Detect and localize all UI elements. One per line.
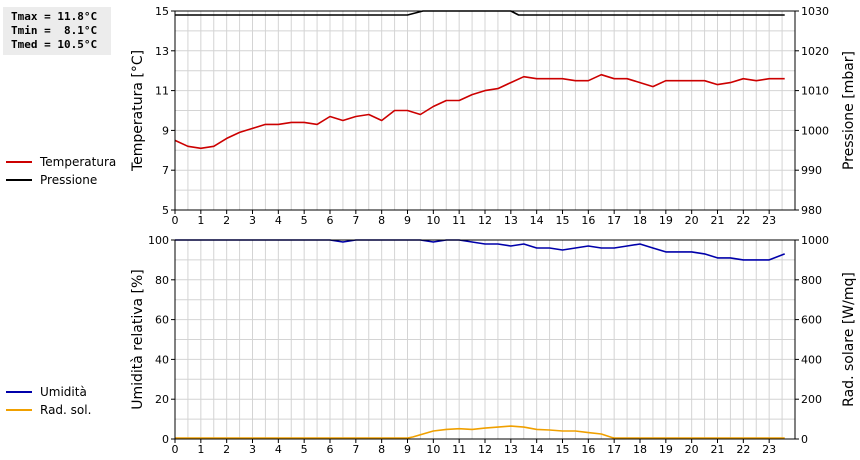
- x-tick-label: 15: [556, 214, 570, 227]
- x-tick-label: 18: [633, 443, 647, 456]
- series-line-0-0: [174, 73, 785, 150]
- legend-label-pressione: Pressione: [40, 173, 98, 187]
- x-tick-label: 7: [352, 443, 359, 456]
- legend-swatch-umidita: [6, 391, 32, 393]
- legend-label-radsol: Rad. sol.: [40, 403, 92, 417]
- series-line-0-1: [175, 10, 785, 16]
- x-tick-label: 21: [711, 214, 725, 227]
- y-tick-label: 100: [148, 234, 169, 247]
- x-tick-label: 1: [197, 214, 204, 227]
- tmax-text: Tmax = 11.8°C: [11, 10, 98, 23]
- legend-bottom: Umidità Rad. sol.: [6, 383, 91, 419]
- y-tick-label: 9: [162, 124, 169, 137]
- y-tick-label: 7: [162, 164, 169, 177]
- series-line-1-0: [175, 239, 785, 261]
- x-tick-label: 16: [581, 214, 595, 227]
- y2-tick-label: 980: [801, 204, 822, 217]
- legend-item-radsol: Rad. sol.: [6, 401, 91, 419]
- x-tick-label: 3: [249, 443, 256, 456]
- x-tick-label: 0: [172, 214, 179, 227]
- y2-tick-label: 990: [801, 164, 822, 177]
- x-tick-label: 22: [736, 214, 750, 227]
- tmin-text: Tmin = 8.1°C: [11, 24, 98, 37]
- x-tick-label: 12: [478, 443, 492, 456]
- x-tick-label: 9: [404, 214, 411, 227]
- y-tick-label: 13: [155, 45, 169, 58]
- x-tick-label: 11: [452, 214, 466, 227]
- x-tick-label: 2: [223, 214, 230, 227]
- y2-tick-label: 1010: [801, 85, 829, 98]
- y2-axis-title: Pressione [mbar]: [841, 51, 857, 170]
- x-tick-label: 16: [581, 443, 595, 456]
- x-tick-label: 18: [633, 214, 647, 227]
- legend-label-temperatura: Temperatura: [40, 155, 117, 169]
- y-tick-label: 60: [155, 314, 169, 327]
- y2-tick-label: 200: [801, 393, 822, 406]
- x-tick-label: 17: [607, 443, 621, 456]
- y2-axis-title: Rad. solare [W/mq]: [841, 272, 857, 407]
- y2-tick-label: 800: [801, 274, 822, 287]
- x-tick-label: 19: [659, 214, 673, 227]
- y-tick-label: 5: [162, 204, 169, 217]
- x-tick-label: 0: [172, 443, 179, 456]
- x-tick-label: 7: [352, 214, 359, 227]
- y-tick-label: 0: [162, 433, 169, 446]
- x-tick-label: 6: [327, 214, 334, 227]
- x-tick-label: 14: [530, 443, 544, 456]
- y-tick-label: 40: [155, 353, 169, 366]
- legend-swatch-radsol: [6, 409, 32, 411]
- y2-tick-label: 0: [801, 433, 808, 446]
- y-tick-label: 20: [155, 393, 169, 406]
- x-tick-label: 19: [659, 443, 673, 456]
- y2-tick-label: 1000: [801, 234, 829, 247]
- x-tick-label: 14: [530, 214, 544, 227]
- x-tick-label: 13: [504, 214, 518, 227]
- x-tick-label: 13: [504, 443, 518, 456]
- x-tick-label: 21: [711, 443, 725, 456]
- y2-tick-label: 1020: [801, 45, 829, 58]
- tmed-text: Tmed = 10.5°C: [11, 38, 98, 51]
- x-tick-label: 10: [426, 443, 440, 456]
- x-tick-label: 12: [478, 214, 492, 227]
- y-axis-title: Temperatura [°C]: [130, 50, 146, 172]
- stats-box: Tmax = 11.8°C Tmin = 8.1°C Tmed = 10.5°C: [3, 7, 111, 55]
- x-tick-label: 1: [197, 443, 204, 456]
- y-tick-label: 80: [155, 274, 169, 287]
- legend-swatch-temperatura: [6, 161, 32, 163]
- x-tick-label: 23: [762, 214, 776, 227]
- x-tick-label: 23: [762, 443, 776, 456]
- legend-swatch-pressione: [6, 179, 32, 181]
- x-tick-label: 5: [301, 443, 308, 456]
- x-tick-label: 15: [556, 443, 570, 456]
- x-tick-label: 2: [223, 443, 230, 456]
- x-tick-label: 20: [685, 214, 699, 227]
- y-tick-label: 11: [155, 85, 169, 98]
- legend-top: Temperatura Pressione: [6, 153, 116, 189]
- x-tick-label: 8: [378, 214, 385, 227]
- y-tick-label: 15: [155, 5, 169, 18]
- legend-label-umidita: Umidità: [40, 385, 87, 399]
- x-tick-label: 22: [736, 443, 750, 456]
- x-tick-label: 5: [301, 214, 308, 227]
- series-line-1-1: [175, 425, 785, 439]
- x-tick-label: 3: [249, 214, 256, 227]
- legend-item-pressione: Pressione: [6, 171, 116, 189]
- legend-item-umidita: Umidità: [6, 383, 91, 401]
- x-tick-label: 10: [426, 214, 440, 227]
- y2-tick-label: 400: [801, 353, 822, 366]
- x-tick-label: 20: [685, 443, 699, 456]
- x-tick-label: 17: [607, 214, 621, 227]
- x-tick-label: 4: [275, 214, 282, 227]
- y2-tick-label: 1030: [801, 5, 829, 18]
- x-tick-label: 9: [404, 443, 411, 456]
- legend-item-temperatura: Temperatura: [6, 153, 116, 171]
- y2-tick-label: 600: [801, 314, 822, 327]
- x-tick-label: 8: [378, 443, 385, 456]
- x-tick-label: 4: [275, 443, 282, 456]
- y2-tick-label: 1000: [801, 124, 829, 137]
- y-axis-title: Umidità relativa [%]: [130, 269, 146, 410]
- x-tick-label: 6: [327, 443, 334, 456]
- x-tick-label: 11: [452, 443, 466, 456]
